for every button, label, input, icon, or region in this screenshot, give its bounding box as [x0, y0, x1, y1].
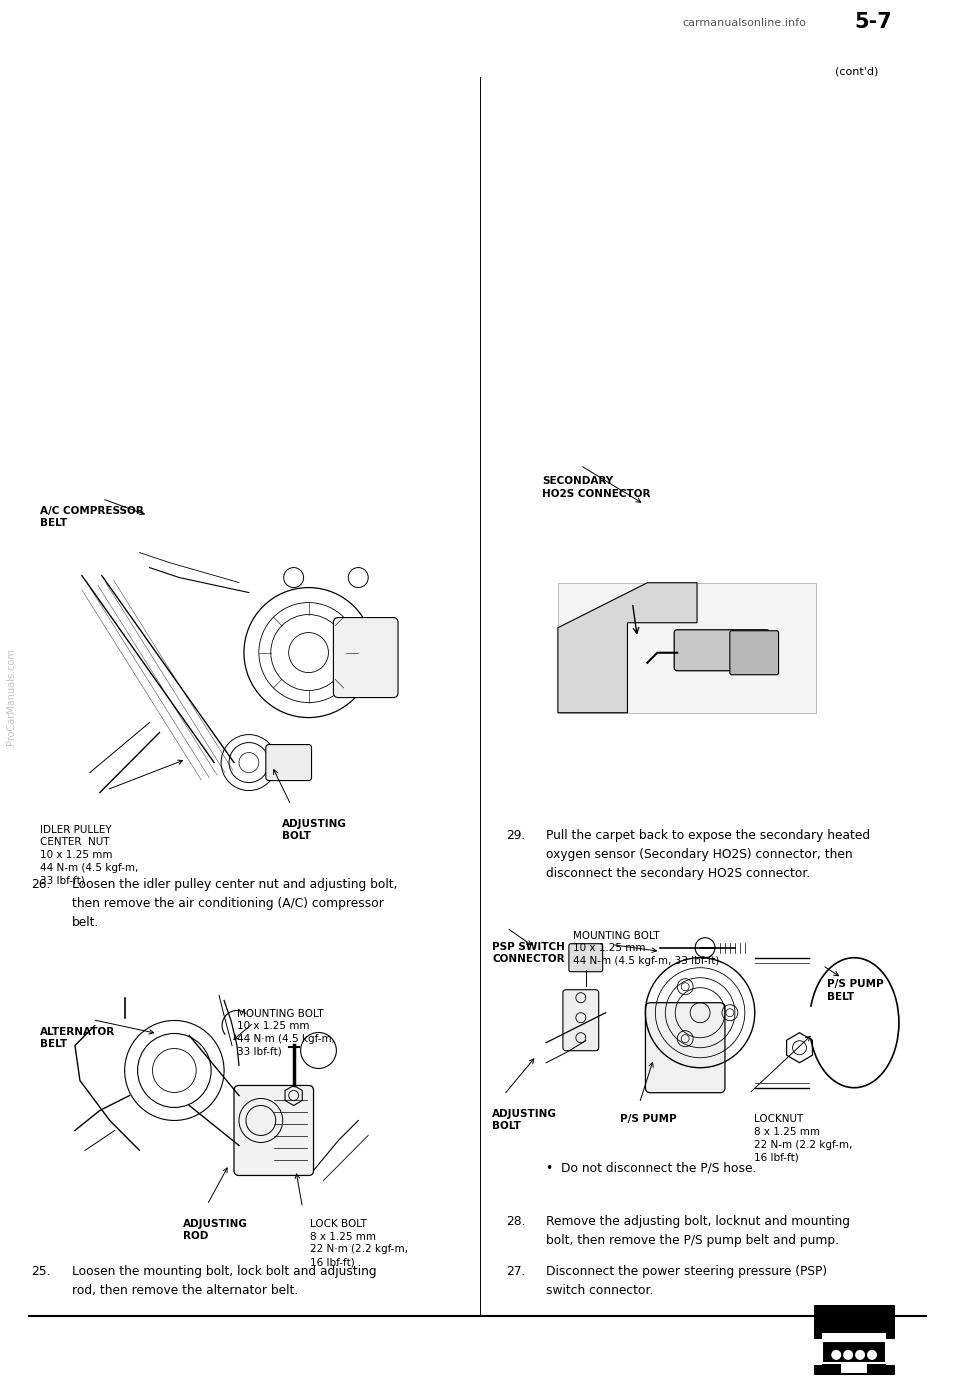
Text: ADJUSTING
ROD: ADJUSTING ROD — [183, 1219, 248, 1241]
FancyBboxPatch shape — [730, 631, 779, 674]
Text: SECONDARY
HO2S CONNECTOR: SECONDARY HO2S CONNECTOR — [542, 476, 651, 499]
Circle shape — [867, 1350, 877, 1360]
Text: IDLER PULLEY
CENTER  NUT
10 x 1.25 mm
44 N-m (4.5 kgf-m,
33 lbf-ft): IDLER PULLEY CENTER NUT 10 x 1.25 mm 44 … — [40, 825, 138, 886]
Text: ProCarManuals.com: ProCarManuals.com — [7, 648, 16, 745]
Bar — [813, 1339, 823, 1365]
Text: 26.: 26. — [32, 878, 51, 890]
Text: Pull the carpet back to expose the secondary heated
oxygen sensor (Secondary HO2: Pull the carpet back to expose the secon… — [546, 829, 870, 880]
Text: ADJUSTING
BOLT: ADJUSTING BOLT — [492, 1109, 558, 1131]
FancyBboxPatch shape — [645, 1003, 725, 1092]
Circle shape — [831, 1350, 841, 1360]
Text: 5-7: 5-7 — [854, 13, 892, 32]
Text: ADJUSTING
BOLT: ADJUSTING BOLT — [281, 819, 347, 841]
Text: (cont'd): (cont'd) — [834, 67, 878, 77]
Text: carmanualsonline.info: carmanualsonline.info — [683, 18, 806, 28]
FancyBboxPatch shape — [333, 617, 398, 698]
Text: Remove the adjusting bolt, locknut and mounting
bolt, then remove the P/S pump b: Remove the adjusting bolt, locknut and m… — [546, 1215, 850, 1247]
FancyBboxPatch shape — [563, 989, 599, 1050]
Text: LOCKNUT
8 x 1.25 mm
22 N-m (2.2 kgf-m,
16 lbf-ft): LOCKNUT 8 x 1.25 mm 22 N-m (2.2 kgf-m, 1… — [754, 1114, 852, 1163]
Bar — [841, 1362, 867, 1373]
Text: ALTERNATOR
BELT: ALTERNATOR BELT — [40, 1027, 115, 1049]
FancyBboxPatch shape — [569, 943, 603, 972]
Text: MOUNTING BOLT
10 x 1.25 mm
44 N-m (4.5 kgf-m, 33 lbf-ft): MOUNTING BOLT 10 x 1.25 mm 44 N-m (4.5 k… — [572, 931, 719, 967]
Text: LOCK BOLT
8 x 1.25 mm
22 N·m (2.2 kgf-m,
16 lbf-ft): LOCK BOLT 8 x 1.25 mm 22 N·m (2.2 kgf-m,… — [310, 1219, 408, 1268]
FancyBboxPatch shape — [674, 630, 770, 671]
Bar — [886, 1339, 895, 1365]
FancyBboxPatch shape — [234, 1085, 314, 1176]
Text: Loosen the mounting bolt, lock bolt and adjusting
rod, then remove the alternato: Loosen the mounting bolt, lock bolt and … — [72, 1265, 376, 1297]
Text: 27.: 27. — [506, 1265, 525, 1277]
Bar — [813, 1305, 895, 1375]
FancyBboxPatch shape — [558, 582, 816, 713]
Bar — [823, 1341, 886, 1362]
Text: A/C COMPRESSOR
BELT: A/C COMPRESSOR BELT — [40, 506, 144, 528]
Bar — [823, 1333, 886, 1341]
Text: PSP SWITCH
CONNECTOR: PSP SWITCH CONNECTOR — [492, 942, 565, 964]
Circle shape — [843, 1350, 853, 1360]
Text: 28.: 28. — [506, 1215, 525, 1227]
Circle shape — [855, 1350, 865, 1360]
Text: Disconnect the power steering pressure (PSP)
switch connector.: Disconnect the power steering pressure (… — [546, 1265, 827, 1297]
Text: P/S PUMP: P/S PUMP — [620, 1114, 677, 1124]
Text: MOUNTING BOLT
10 x 1.25 mm
44 N·m (4.5 kgf-m,
33 lbf-ft): MOUNTING BOLT 10 x 1.25 mm 44 N·m (4.5 k… — [237, 1009, 335, 1057]
Text: Loosen the idler pulley center nut and adjusting bolt,
then remove the air condi: Loosen the idler pulley center nut and a… — [72, 878, 397, 929]
Text: 25.: 25. — [32, 1265, 51, 1277]
Text: P/S PUMP
BELT: P/S PUMP BELT — [828, 979, 884, 1002]
Text: •  Do not disconnect the P/S hose.: • Do not disconnect the P/S hose. — [546, 1162, 756, 1174]
Polygon shape — [558, 582, 697, 713]
Text: 29.: 29. — [506, 829, 525, 841]
FancyBboxPatch shape — [266, 745, 312, 780]
